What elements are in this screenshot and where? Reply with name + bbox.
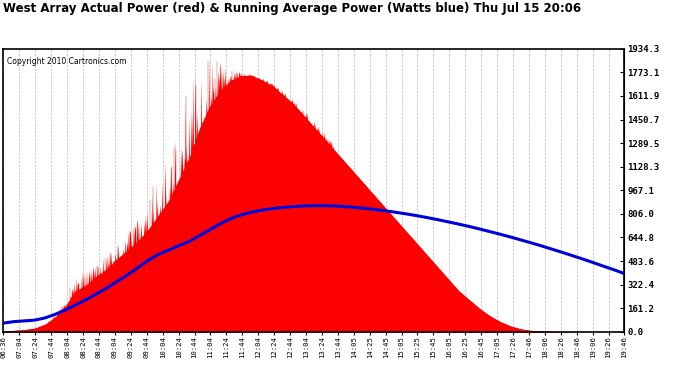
Text: Copyright 2010 Cartronics.com: Copyright 2010 Cartronics.com bbox=[7, 57, 126, 66]
Text: West Array Actual Power (red) & Running Average Power (Watts blue) Thu Jul 15 20: West Array Actual Power (red) & Running … bbox=[3, 2, 582, 15]
